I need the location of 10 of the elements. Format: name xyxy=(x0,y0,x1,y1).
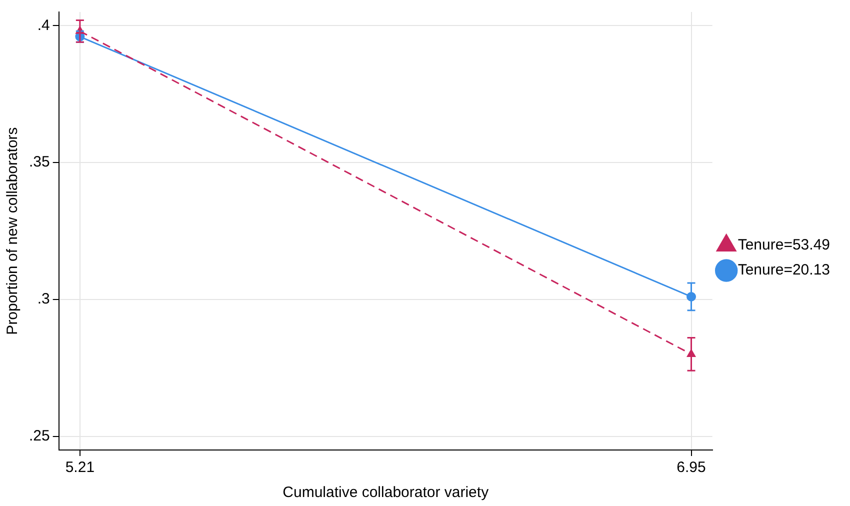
legend-label: Tenure=20.13 xyxy=(738,262,830,279)
x-tick-label: 6.95 xyxy=(676,459,706,476)
y-tick-label: .4 xyxy=(37,16,50,34)
y-tick-label: .25 xyxy=(28,427,50,444)
y-tick-label: .3 xyxy=(37,290,50,308)
legend-label: Tenure=53.49 xyxy=(738,236,830,254)
x-axis-title: Cumulative collaborator variety xyxy=(282,484,490,502)
y-tick-label: .35 xyxy=(28,154,50,171)
y-axis-title: Proportion of new collaborators xyxy=(4,127,22,335)
x-tick-label: 5.21 xyxy=(65,459,95,476)
